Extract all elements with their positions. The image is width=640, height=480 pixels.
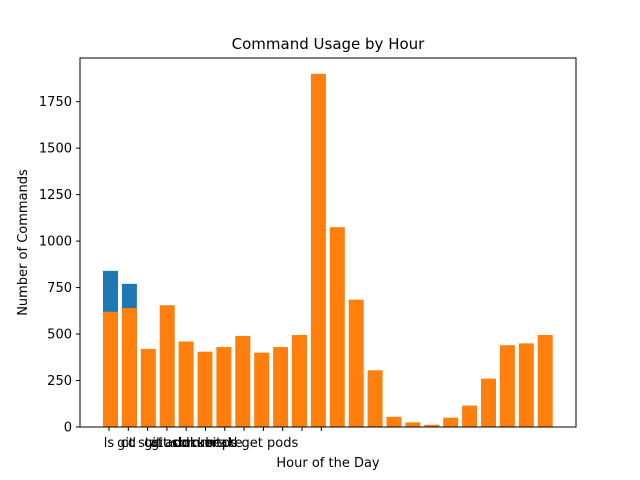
y-axis-title: Number of Commands (16, 169, 31, 316)
x-tick-label-7: kubectl get pods (190, 436, 299, 451)
y-tick-label-3: 750 (47, 281, 72, 296)
bar-series-b-17 (424, 424, 440, 427)
bar-series-b-20 (481, 378, 496, 427)
bar-series-b-13 (348, 299, 364, 427)
bar-series-b-2 (140, 348, 156, 427)
x-tick-label-1: cd (121, 436, 136, 451)
x-axis-title: Hour of the Day (276, 456, 380, 471)
bar-series-b-0 (103, 311, 118, 427)
bar-series-b-14 (367, 370, 383, 427)
chart-title: Command Usage by Hour (232, 35, 425, 53)
bar-series-b-10 (292, 334, 307, 427)
x-tick-label-5: docker ps (174, 436, 237, 451)
bar-series-b-4 (178, 341, 194, 427)
bar-series-b-15 (386, 416, 402, 427)
y-tick-label-2: 500 (47, 328, 72, 343)
bar-series-b-9 (273, 347, 289, 427)
plot-area-frame (79, 57, 577, 428)
x-tick-label-4: git commit (151, 436, 221, 451)
bar-series-b-23 (537, 334, 553, 427)
bar-series-b-12 (329, 227, 345, 427)
x-tick-label-0: ls (104, 436, 115, 451)
y-tick-label-1: 250 (47, 374, 72, 389)
bar-series-b-3 (159, 305, 175, 427)
bar-series-b-16 (405, 422, 421, 427)
bar-series-b-6 (216, 347, 232, 427)
y-tick-label-5: 1250 (39, 188, 72, 203)
y-tick-label-6: 1500 (39, 142, 72, 157)
bar-series-b-19 (462, 405, 478, 427)
bar-series-b-5 (197, 351, 213, 427)
x-tick-label-6: make (207, 436, 243, 451)
bar-series-b-22 (518, 343, 534, 427)
bar-series-b-7 (235, 335, 251, 427)
bar-series-b-11 (310, 73, 326, 427)
bar-series-b-18 (443, 417, 459, 427)
y-tick-label-0: 0 (64, 421, 72, 436)
y-tick-label-4: 1000 (39, 235, 72, 250)
x-tick-label-2: git status (117, 436, 178, 451)
x-tick-label-3: git add (144, 436, 190, 451)
y-tick-label-7: 1750 (39, 95, 72, 110)
bar-series-b-21 (499, 345, 515, 427)
bar-series-b-8 (254, 352, 270, 427)
series-b-bars (103, 73, 553, 427)
y-axis: 0 250 500 750 1000 1250 1500 1750 (39, 95, 80, 436)
bar-series-b-1 (121, 308, 137, 427)
